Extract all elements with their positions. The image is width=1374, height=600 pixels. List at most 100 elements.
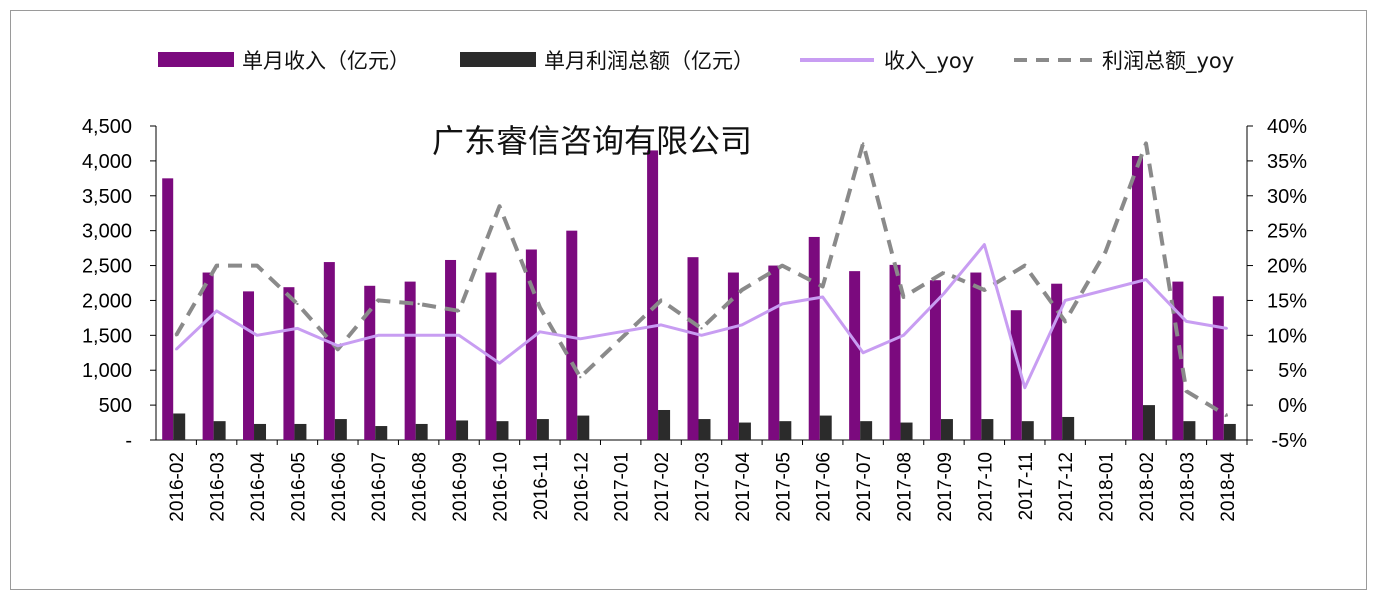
x-tick-label: 2017-07 [854,452,875,522]
chart-frame [10,10,1367,590]
x-tick-label: 2016-10 [490,452,511,522]
revenue-bar [970,272,982,440]
profit-bar [658,409,671,440]
x-tick-label: 2016-04 [248,452,269,522]
x-tick-label: 2018-02 [1137,452,1158,522]
profit-bar [698,419,711,440]
x-tick-label: 2017-05 [773,452,794,522]
revenue-yoy-point [659,323,663,327]
x-tick-label: 2018-04 [1218,452,1239,522]
profit-yoy-point [1225,414,1228,417]
profit-bar [940,419,953,440]
profit-yoy-point [255,264,259,267]
right-tick-label: -5% [1271,430,1307,452]
left-tick-label: 500 [99,395,132,417]
revenue-yoy-point [1144,278,1148,281]
revenue-bar [1131,156,1143,440]
legend-swatch-revenue [158,52,234,67]
revenue-yoy-point [821,295,824,299]
left-tick-label: 1,500 [82,325,132,347]
profit-bar [577,415,590,440]
profit-yoy-point [579,376,582,379]
profit-bar [334,419,347,440]
x-tick-label: 2017-12 [1056,452,1077,522]
right-tick-label: 35% [1267,151,1307,173]
profit-yoy-point [538,306,542,309]
profit-bar [173,413,186,440]
profit-bar [294,423,307,440]
profit-yoy-point [175,334,178,337]
revenue-bar [889,264,901,440]
right-tick-label: 30% [1267,186,1307,208]
profit-yoy-point [1185,389,1188,393]
profit-bar [496,421,509,440]
profit-yoy-point [1023,264,1026,267]
revenue-yoy-point [255,334,259,337]
profit-bar [254,423,267,440]
profit-bar [779,421,792,440]
left-tick-label: 3,500 [82,186,132,208]
revenue-bar [323,262,335,440]
profit-yoy-point [498,205,501,208]
revenue-yoy-point [781,302,784,306]
x-tick-label: 2017-11 [1016,452,1037,520]
right-tick-label: 25% [1267,221,1307,243]
revenue-yoy-point [579,337,582,341]
revenue-bar [808,236,820,440]
profit-yoy-point [659,299,663,302]
profit-bar [738,422,751,440]
x-tick-label: 2018-03 [1177,452,1198,522]
profit-yoy-point [215,264,218,267]
x-tick-label: 2017-09 [935,452,956,522]
profit-yoy-point [417,302,420,306]
legend-label-revenue: 单月收入（亿元） [242,49,410,73]
revenue-bar [364,285,376,440]
right-tick-label: 40% [1267,116,1307,138]
watermark: 广东睿信咨询有限公司 [432,122,752,160]
right-tick-label: 15% [1267,290,1307,312]
profit-bar [1142,405,1155,440]
left-tick-label: - [125,430,132,452]
profit-yoy-point [619,337,622,341]
legend-label-profit: 单月利润总额（亿元） [544,49,754,73]
revenue-yoy-point [336,344,340,347]
profit-bar [213,421,226,440]
profit-yoy-point [902,295,905,299]
x-tick-label: 2016-09 [450,452,471,522]
legend-label-revenue-yoy: 收入_yoy [884,49,974,74]
left-tick-label: 2,000 [82,290,132,312]
profit-yoy-point [983,288,986,292]
x-tick-label: 2016-05 [288,452,309,522]
revenue-yoy-point [175,348,178,351]
profit-bar [375,426,388,440]
profit-bar [1223,423,1236,440]
x-tick-label: 2016-06 [329,452,350,522]
x-tick-label: 2016-12 [571,452,592,522]
revenue-yoy-point [538,330,542,334]
left-tick-label: 3,000 [82,221,132,243]
x-tick-label: 2017-06 [814,452,835,522]
revenue-yoy-point [1185,320,1188,323]
x-tick-label: 2017-10 [975,452,996,522]
profit-yoy-point [1063,320,1067,323]
right-tick-label: 0% [1278,395,1307,417]
left-tick-label: 4,000 [82,151,132,173]
revenue-bar [727,272,739,440]
revenue-bar [445,259,457,440]
revenue-bar [525,249,537,440]
revenue-yoy-point [417,334,420,337]
yoy-lines [174,141,1228,418]
revenue-bar [929,280,941,440]
x-tick-label: 2016-08 [410,452,431,522]
profit-yoy-point [296,302,299,306]
x-tick-label: 2016-07 [369,452,390,522]
revenue-yoy-point [942,292,946,295]
revenue-bar [1010,310,1022,440]
profit-bar [860,421,873,440]
left-axis: - 500 1,000 1,500 2,000 2,500 3,000 3,500 4,000 4… [82,116,156,452]
revenue-bar [404,281,416,440]
revenue-yoy-point [296,327,299,330]
profit-yoy-point [1104,250,1107,253]
profit-bars [173,405,1236,440]
